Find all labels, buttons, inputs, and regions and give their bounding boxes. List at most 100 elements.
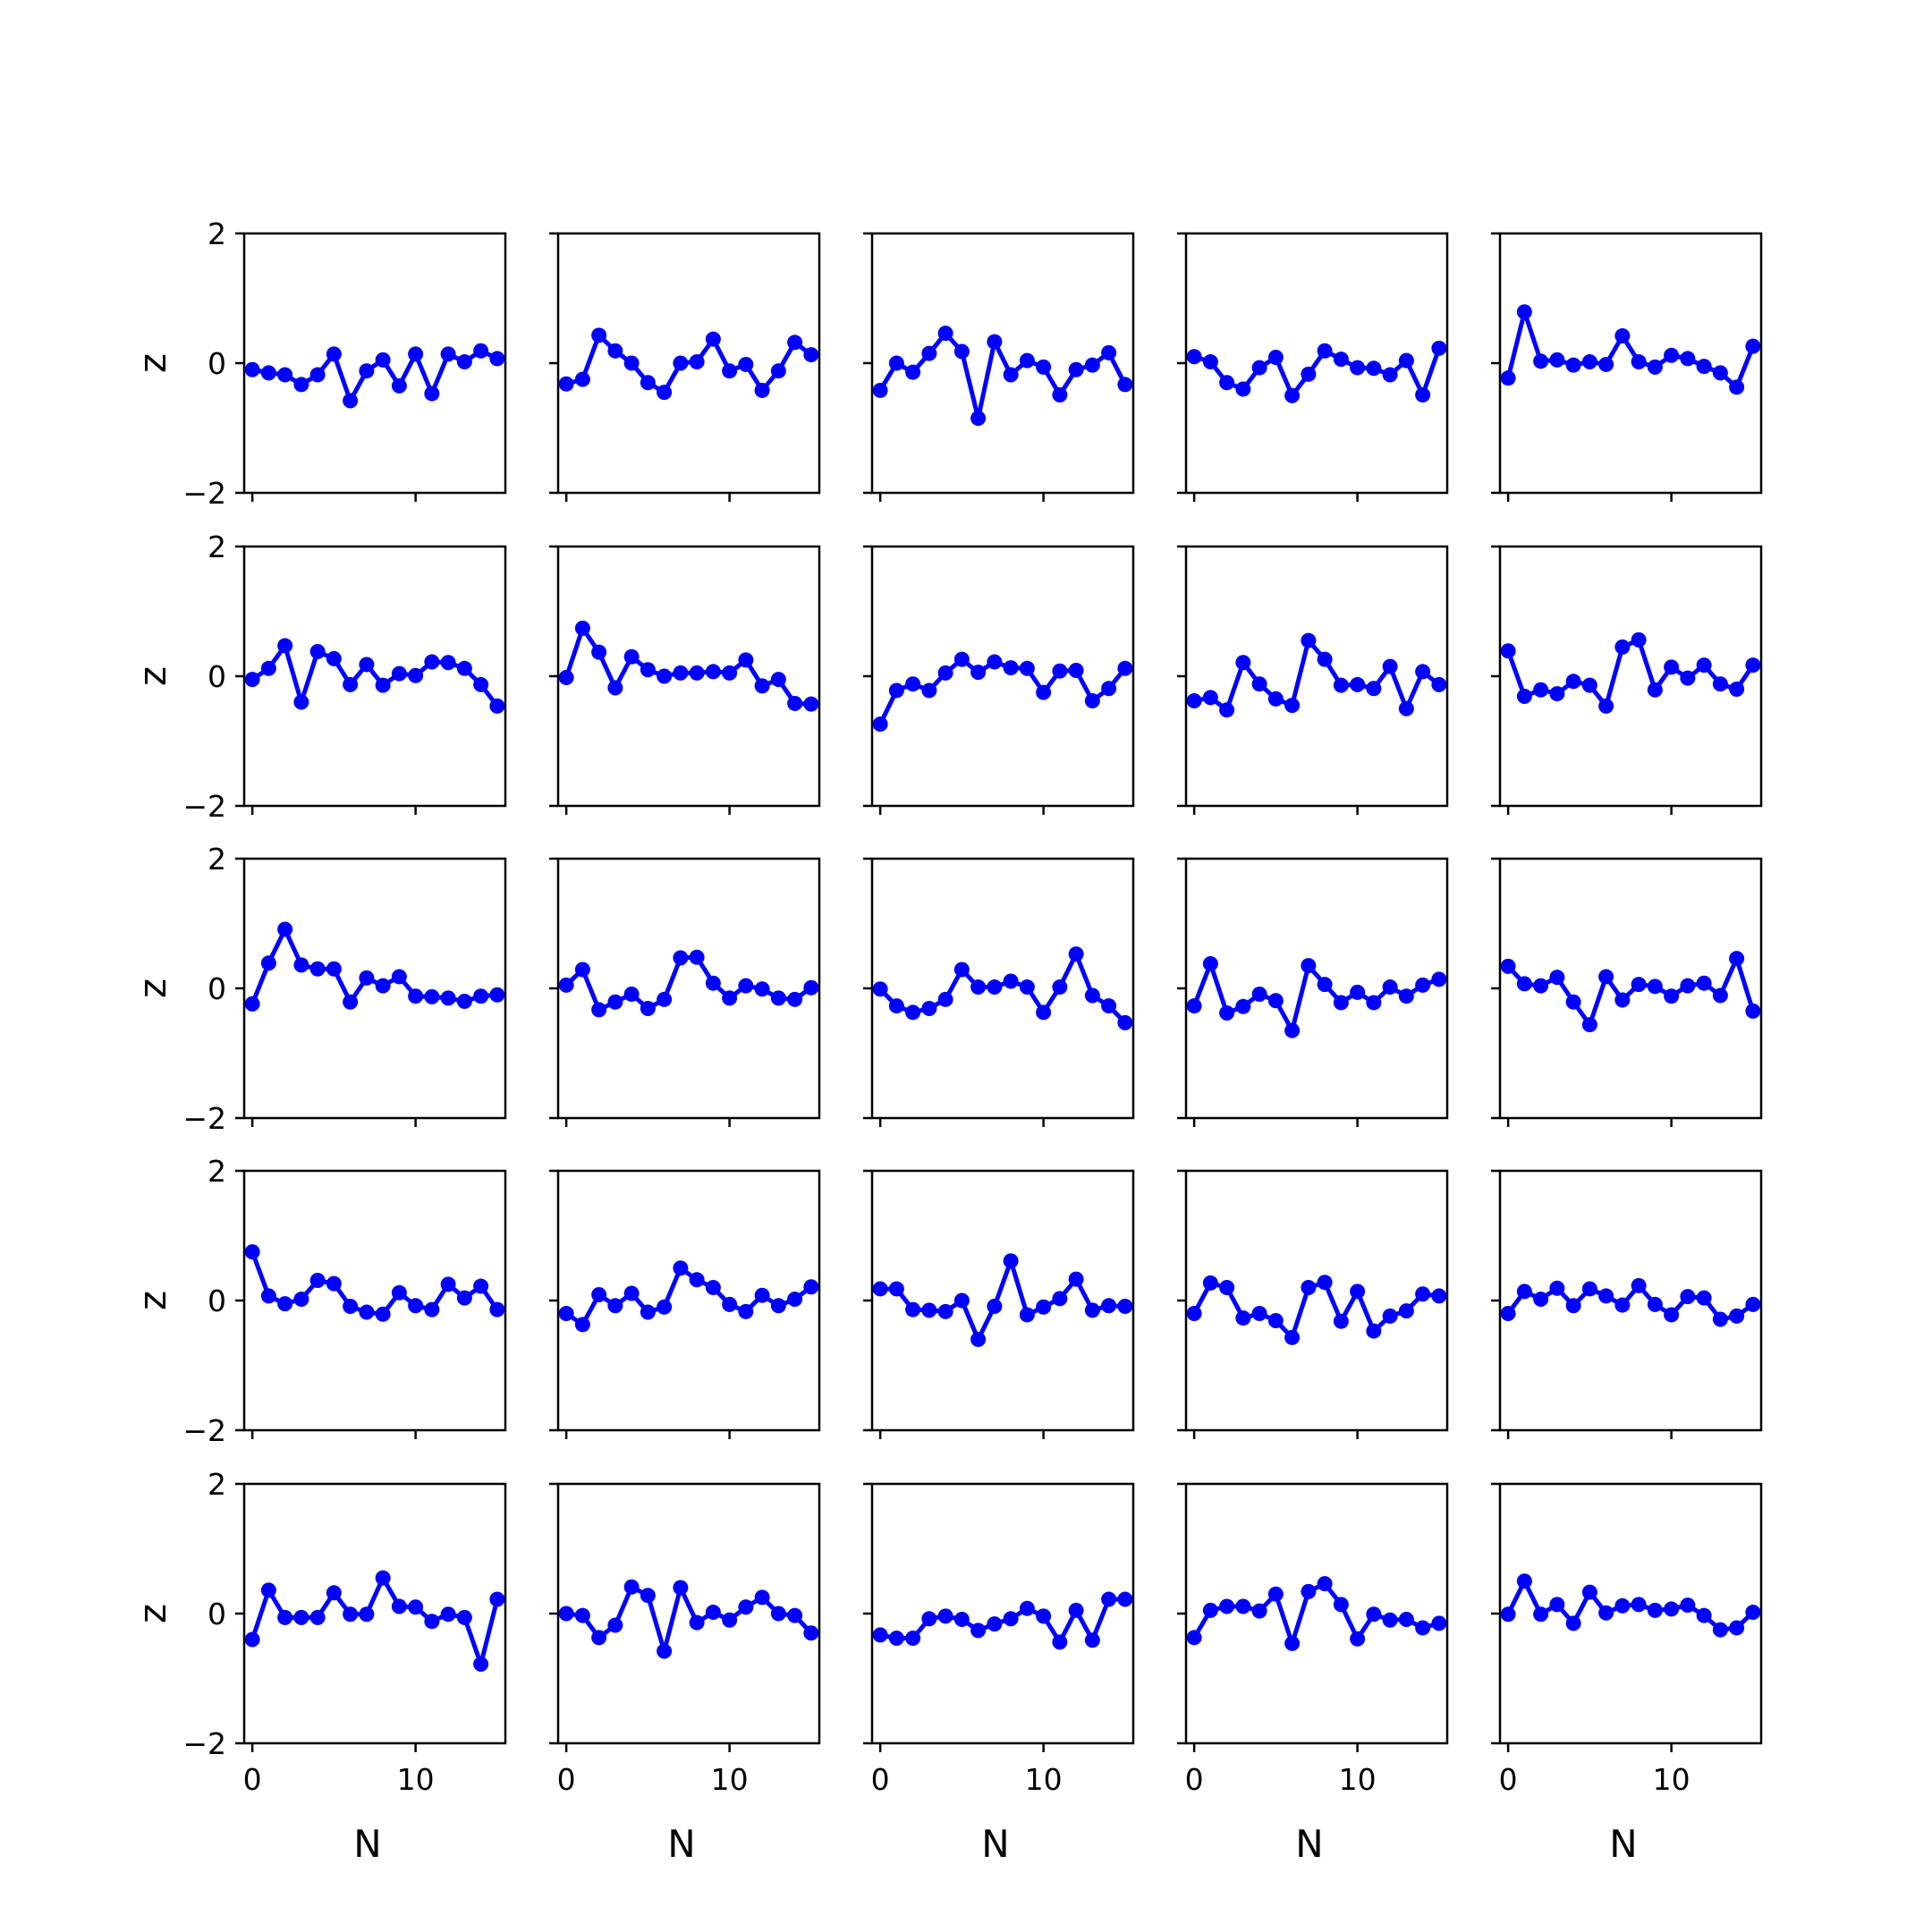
data-point bbox=[309, 961, 326, 977]
data-point bbox=[1581, 1584, 1597, 1600]
data-point bbox=[657, 1643, 673, 1659]
data-point bbox=[1415, 387, 1431, 403]
series-line bbox=[564, 625, 814, 707]
data-point bbox=[872, 981, 888, 997]
data-point bbox=[1664, 659, 1680, 675]
data-point bbox=[1317, 343, 1333, 359]
data-point bbox=[1415, 977, 1431, 993]
data-point bbox=[1680, 670, 1696, 686]
data-point bbox=[1382, 1612, 1398, 1628]
data-point bbox=[489, 1301, 505, 1318]
data-point bbox=[456, 660, 472, 676]
data-point bbox=[1117, 1299, 1133, 1315]
data-point bbox=[1581, 1281, 1597, 1297]
data-point bbox=[1101, 998, 1117, 1014]
data-point bbox=[872, 1281, 888, 1297]
series-line bbox=[1191, 1581, 1442, 1646]
data-point bbox=[987, 1299, 1003, 1315]
panel-2-3 bbox=[863, 545, 1135, 815]
data-point bbox=[1647, 682, 1663, 698]
panel-4-5 bbox=[1491, 1169, 1763, 1439]
data-point bbox=[1350, 984, 1366, 1000]
data-point bbox=[1101, 344, 1117, 360]
data-point bbox=[937, 991, 953, 1007]
y-tick-label: 2 bbox=[208, 1467, 226, 1502]
data-point bbox=[1317, 651, 1333, 667]
panel-1-2 bbox=[549, 232, 821, 502]
data-point bbox=[456, 354, 472, 370]
panel-1-5 bbox=[1491, 232, 1763, 502]
y-tick-label: 2 bbox=[208, 1154, 226, 1189]
x-tick-label: 10 bbox=[1653, 1762, 1690, 1797]
data-point bbox=[326, 961, 342, 977]
data-point bbox=[391, 377, 407, 394]
data-point bbox=[1415, 1620, 1431, 1636]
data-point bbox=[770, 672, 786, 688]
data-point bbox=[591, 1286, 607, 1302]
data-point bbox=[1202, 955, 1218, 971]
data-point bbox=[970, 665, 987, 681]
y-tick-label: −2 bbox=[182, 1413, 226, 1448]
data-point bbox=[738, 1599, 754, 1615]
panel-2-4 bbox=[1177, 545, 1449, 815]
data-point bbox=[1745, 338, 1761, 354]
data-point bbox=[1202, 690, 1218, 706]
data-point bbox=[1202, 1275, 1218, 1291]
axes-frame bbox=[870, 545, 1135, 808]
data-point bbox=[1431, 1615, 1447, 1631]
panel-5-3: 0 10 N bbox=[863, 1482, 1135, 1866]
data-point bbox=[1019, 1307, 1035, 1323]
panel-1-3 bbox=[863, 232, 1135, 502]
data-point bbox=[937, 665, 953, 681]
data-point bbox=[408, 346, 424, 362]
data-point bbox=[1068, 361, 1084, 377]
data-point bbox=[1533, 978, 1549, 994]
x-tick-label: 0 bbox=[1185, 1762, 1204, 1797]
data-point bbox=[1068, 1271, 1084, 1287]
data-point bbox=[937, 1608, 953, 1624]
data-point bbox=[293, 1292, 309, 1308]
series-line bbox=[877, 1258, 1128, 1342]
data-point bbox=[888, 682, 904, 699]
data-point bbox=[970, 979, 987, 996]
series-line bbox=[1191, 1280, 1442, 1340]
data-point bbox=[574, 620, 590, 636]
data-point bbox=[375, 978, 391, 994]
data-point bbox=[440, 346, 456, 362]
series-line bbox=[250, 1250, 500, 1317]
data-point bbox=[1301, 1583, 1317, 1599]
data-point bbox=[1398, 700, 1414, 716]
data-point bbox=[673, 950, 689, 966]
data-point bbox=[1664, 1307, 1680, 1323]
y-tick-label: −2 bbox=[182, 1101, 226, 1136]
data-point bbox=[754, 678, 770, 694]
data-point bbox=[738, 1303, 754, 1319]
y-tick-label: 0 bbox=[208, 1284, 226, 1318]
data-point bbox=[640, 662, 656, 678]
data-point bbox=[657, 668, 673, 684]
data-point bbox=[872, 382, 888, 398]
data-point bbox=[770, 990, 786, 1006]
series-line bbox=[1505, 956, 1756, 1028]
data-point bbox=[1549, 1597, 1565, 1613]
data-point bbox=[1186, 1306, 1202, 1321]
data-point bbox=[1366, 995, 1382, 1011]
data-point bbox=[1117, 1014, 1133, 1030]
data-point bbox=[326, 346, 342, 362]
data-point bbox=[921, 1000, 937, 1016]
data-point bbox=[1382, 367, 1398, 383]
data-point bbox=[440, 655, 456, 671]
data-point bbox=[657, 385, 673, 401]
y-axis-label: z bbox=[131, 666, 174, 686]
data-point bbox=[1516, 1284, 1532, 1300]
data-point bbox=[1565, 994, 1581, 1010]
panel-4-3 bbox=[863, 1169, 1135, 1439]
data-point bbox=[1251, 360, 1267, 376]
data-point bbox=[1117, 1591, 1133, 1607]
data-point bbox=[424, 1614, 440, 1630]
data-point bbox=[1647, 359, 1663, 375]
data-point bbox=[1350, 676, 1366, 692]
panel-5-5: 0 10 N bbox=[1491, 1482, 1763, 1866]
data-point bbox=[673, 1260, 689, 1276]
data-point bbox=[1366, 681, 1382, 697]
